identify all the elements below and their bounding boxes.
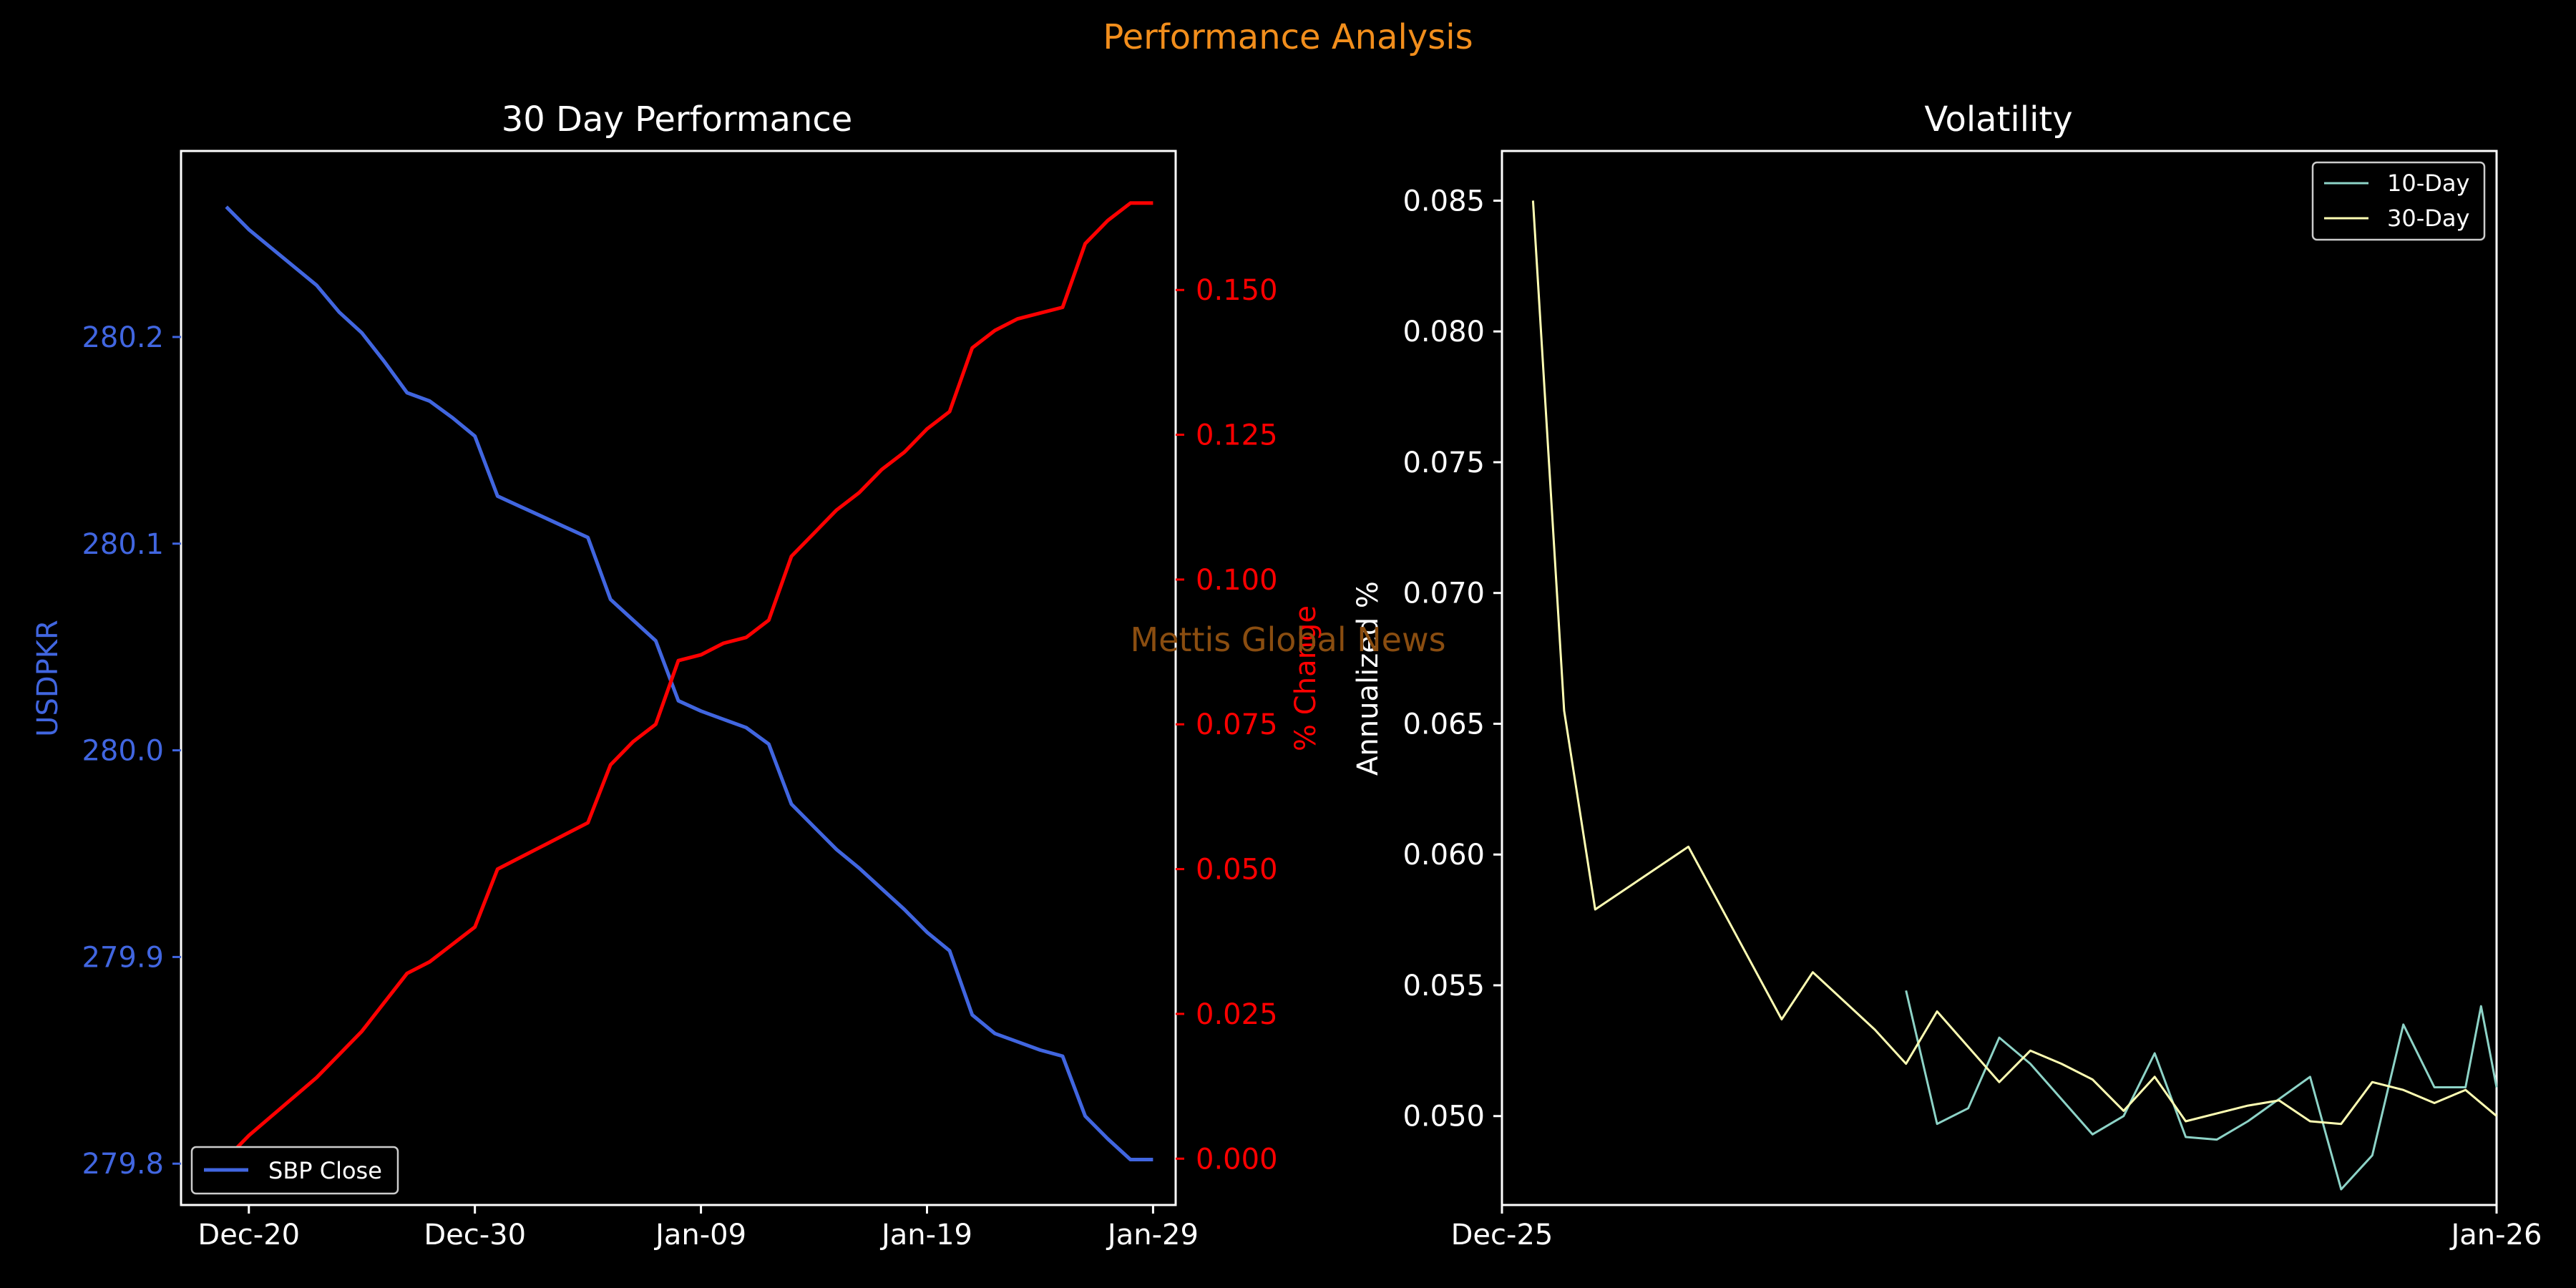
volatility-x-tick-label: Dec-25 — [1451, 1219, 1553, 1252]
volatility-y-tick-label: 0.080 — [1402, 316, 1485, 348]
pct-change-tick-label: 0.125 — [1196, 419, 1278, 452]
watermark: Mettis Global News — [1130, 620, 1445, 659]
usdpkr-tick-label: 280.2 — [82, 321, 164, 354]
annualized-axis-label: Annualized % — [1352, 581, 1385, 776]
sbp-close-line — [225, 205, 1153, 1161]
volatility-legend-box — [2311, 161, 2486, 241]
performance-x-tick-label: Jan-09 — [653, 1219, 746, 1252]
volatility-y-tick-label: 0.070 — [1402, 577, 1485, 610]
pct-change-tick-label: 0.000 — [1196, 1143, 1278, 1176]
pct-change-tick-label: 0.150 — [1196, 274, 1278, 307]
usdpkr-tick-label: 280.1 — [82, 528, 164, 561]
performance-x-axis: Dec-20 Dec-30 Jan-09 Jan-19 Jan-29 — [197, 1205, 1199, 1252]
volatility-chart-title: Volatility — [1924, 99, 2072, 140]
performance-left-axis: 279.8 279.9 280.0 280.1 280.2 — [82, 321, 181, 1181]
performance-legend-box — [190, 1146, 399, 1195]
pct-change-axis-label: % Change — [1289, 605, 1322, 751]
performance-chart: 30 Day Performance 279.8279.9280.0280.12… — [31, 99, 1322, 1252]
usdpkr-tick-label: 279.8 — [82, 1148, 164, 1181]
pct-change-tick-label: 0.025 — [1196, 998, 1278, 1031]
volatility-y-tick-label: 0.065 — [1402, 708, 1485, 741]
figure-title: Performance Analysis — [1103, 17, 1473, 57]
usdpkr-axis-label: USDPKR — [31, 620, 64, 737]
performance-chart-title: 30 Day Performance — [502, 99, 853, 140]
volatility-y-tick-label: 0.050 — [1402, 1101, 1485, 1133]
volatility-y-axis: 0.050 0.055 0.060 0.065 0.070 0.075 0.080 0.085 — [1402, 185, 1502, 1133]
pct-change-tick-label: 0.100 — [1196, 564, 1278, 597]
volatility-y-tick-label: 0.075 — [1402, 447, 1485, 479]
volatility-plot-frame — [1501, 150, 2498, 1206]
performance-x-tick-label: Jan-19 — [879, 1219, 972, 1252]
usdpkr-tick-label: 279.9 — [82, 941, 164, 974]
pct-change-tick-label: 0.075 — [1196, 708, 1278, 741]
volatility-chart: Volatility 0.050 0.055 0.060 0.065 0.070 0.07… — [1352, 99, 2542, 1252]
performance-plot-frame — [180, 150, 1177, 1206]
performance-x-tick-label: Dec-20 — [197, 1219, 300, 1252]
pct-change-line — [225, 201, 1153, 1161]
performance-right-axis: 0.000 0.025 0.050 0.075 0.100 0.125 0.150 — [1176, 274, 1278, 1176]
legend-label-sbp-close: SBP Close — [268, 1157, 382, 1184]
pct-change-tick-label: 0.050 — [1196, 854, 1278, 887]
usdpkr-tick-label: 280.0 — [82, 735, 164, 768]
performance-x-tick-label: Dec-30 — [424, 1219, 526, 1252]
performance-x-tick-label: Jan-29 — [1106, 1219, 1199, 1252]
legend-label-30-day: 30-Day — [2387, 205, 2469, 232]
volatility-y-tick-label: 0.060 — [1402, 839, 1485, 872]
volatility-y-tick-label: 0.085 — [1402, 185, 1485, 218]
legend-label-10-day: 10-Day — [2387, 170, 2469, 197]
volatility-y-tick-label: 0.055 — [1402, 970, 1485, 1002]
performance-legend: SBP Close — [190, 1146, 399, 1195]
volatility-x-tick-label: Jan-26 — [2449, 1219, 2542, 1252]
volatility-legend: 10-Day 30-Day — [2311, 161, 2486, 241]
vol-30-day-line — [1531, 200, 2497, 1126]
volatility-x-axis: Dec-25 Jan-26 — [1451, 1205, 2542, 1252]
vol-10-day-line — [1905, 990, 2498, 1191]
